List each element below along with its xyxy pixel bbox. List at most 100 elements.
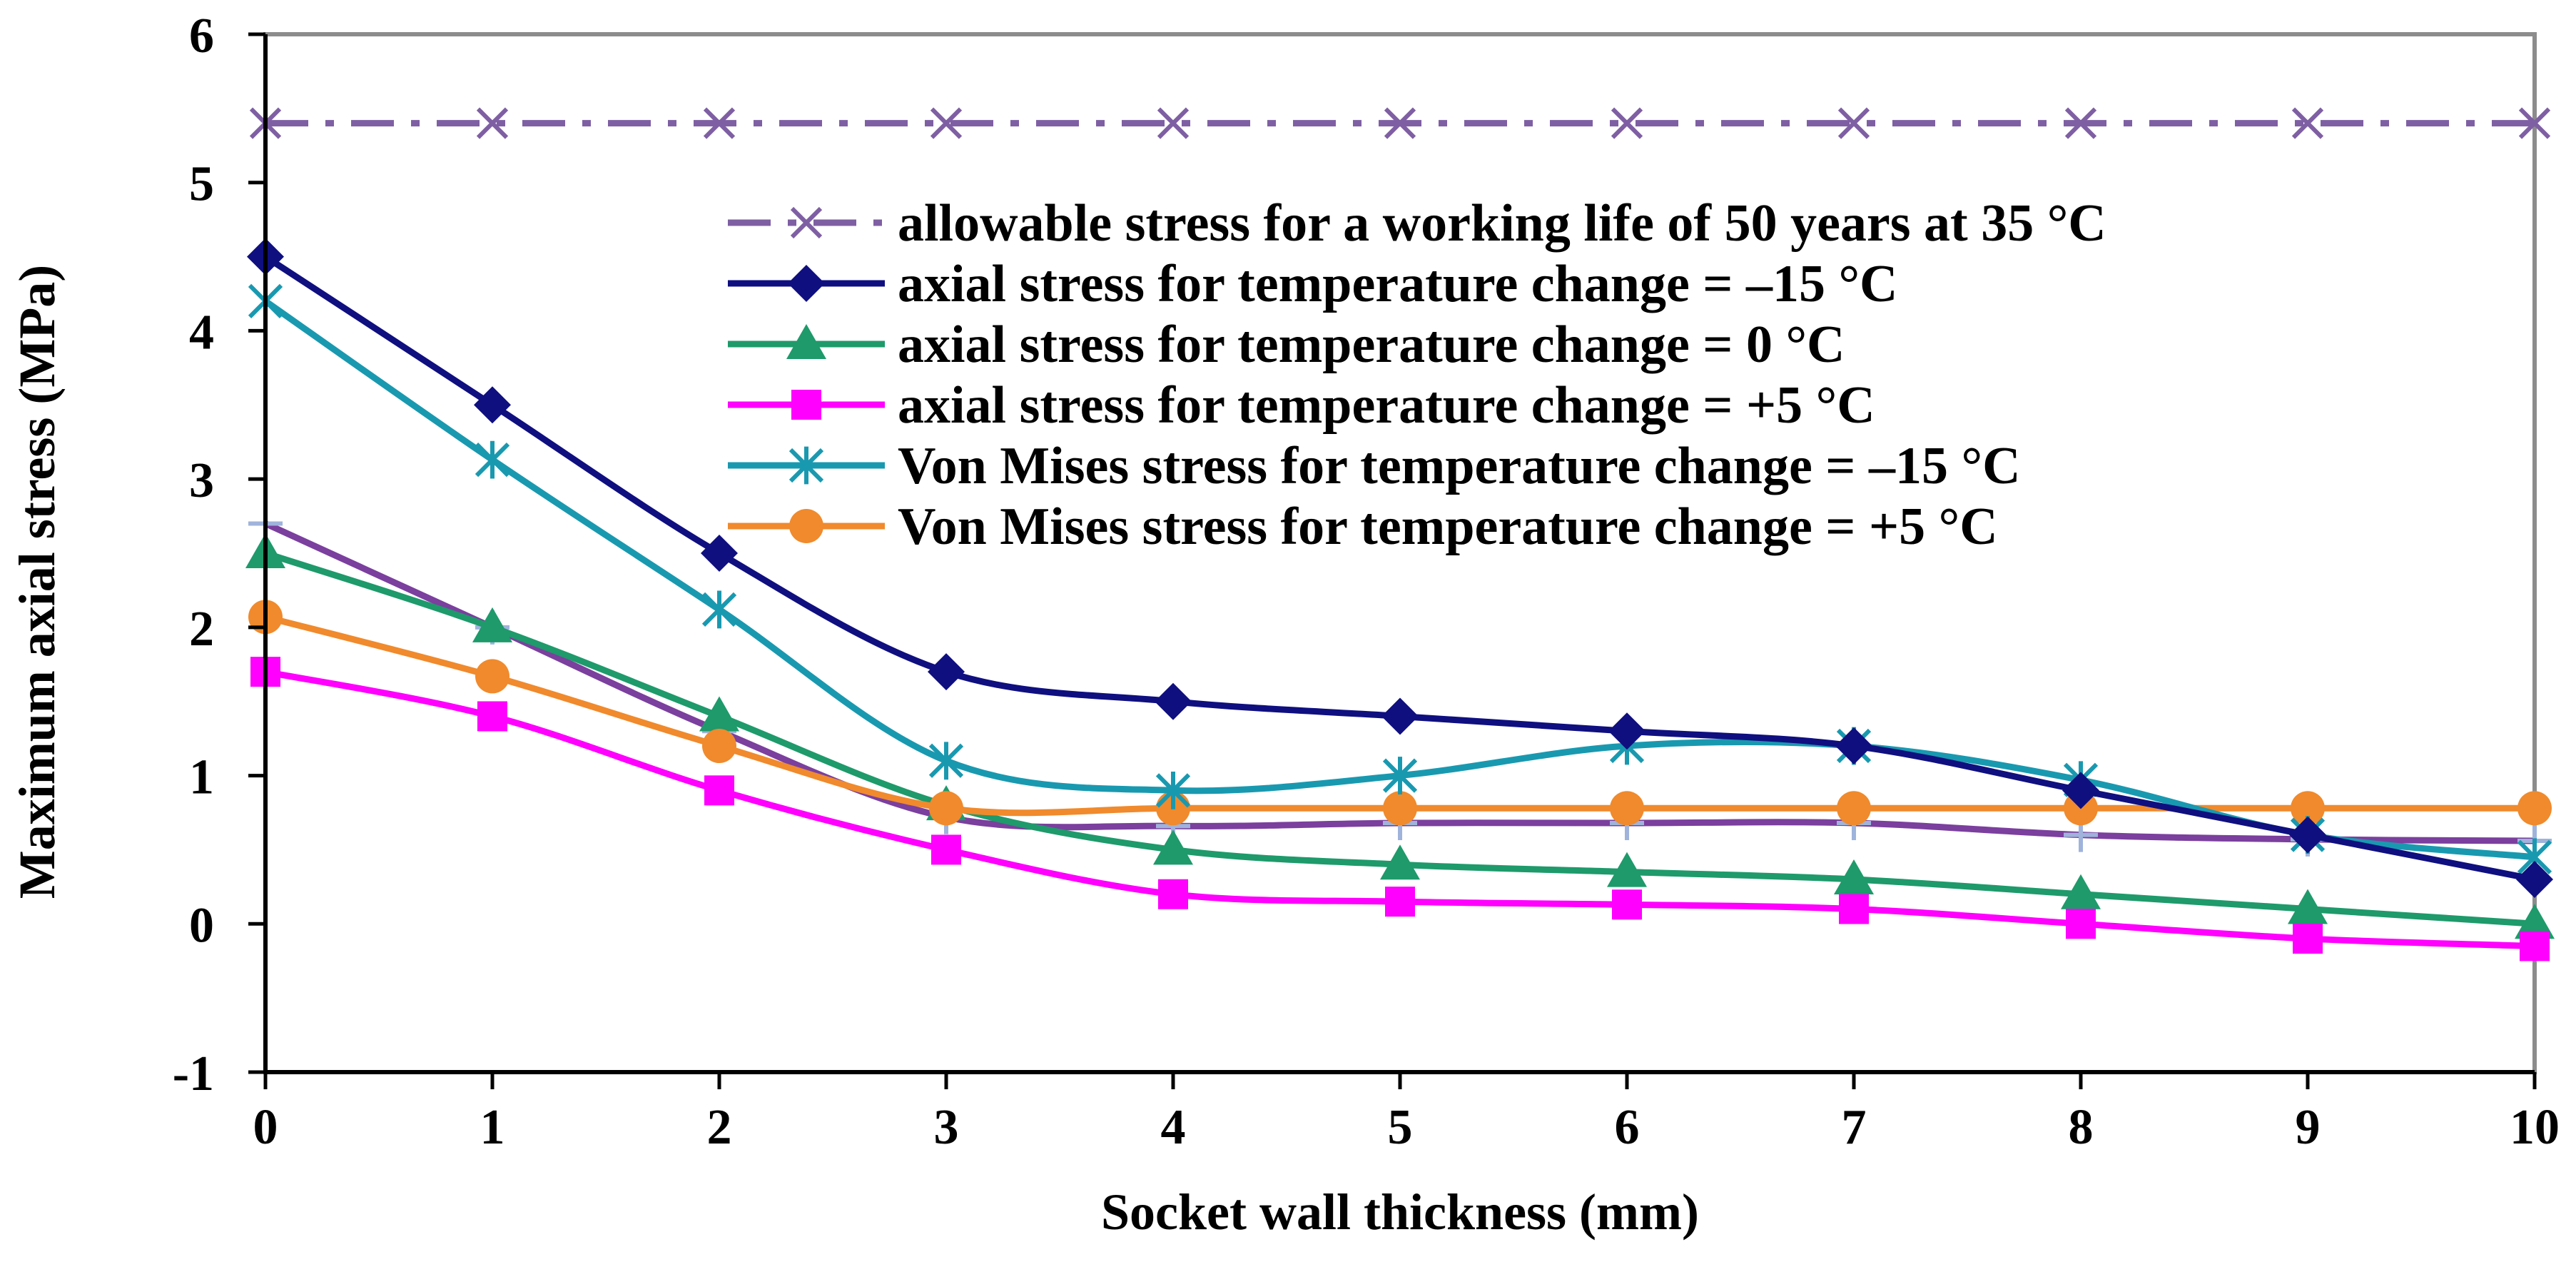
y-tick-label: 5 <box>189 157 214 212</box>
x-tick-label: 2 <box>707 1100 732 1155</box>
data-point <box>1837 107 1870 139</box>
legend-item: axial stress for temperature change = +5… <box>728 376 1875 435</box>
data-point <box>1385 887 1415 917</box>
legend-item: axial stress for temperature change = –1… <box>728 255 1897 313</box>
data-point <box>2516 860 2553 898</box>
data-point <box>2289 816 2326 854</box>
series-line <box>262 550 2538 927</box>
legend-swatch-marker <box>789 509 823 543</box>
data-point <box>1382 757 1418 794</box>
legend-item: allowable stress for a working life of 5… <box>728 194 2106 253</box>
data-point <box>1608 712 1646 750</box>
data-point <box>928 653 965 691</box>
legend-swatch-marker <box>788 265 825 302</box>
data-point <box>1381 697 1419 735</box>
legend-swatch-marker <box>791 390 821 420</box>
series-2 <box>245 533 2555 939</box>
data-point <box>475 659 509 694</box>
x-tick-label: 7 <box>1842 1100 1867 1155</box>
data-point <box>2293 924 2323 954</box>
data-point <box>928 742 964 780</box>
data-point <box>703 107 736 139</box>
data-point <box>1612 889 1642 920</box>
data-point <box>2518 107 2551 139</box>
data-point <box>1383 791 1417 826</box>
x-tick-label: 9 <box>2296 1100 2321 1155</box>
legend-item: axial stress for temperature change = 0 … <box>728 316 1845 374</box>
data-point <box>1611 107 1643 139</box>
legend-label: axial stress for temperature change = –1… <box>898 255 1897 313</box>
data-point <box>1607 852 1647 887</box>
legend-swatch-marker <box>788 446 824 485</box>
data-point <box>929 791 963 826</box>
legend-swatch-marker <box>786 324 826 359</box>
data-point <box>1834 859 1874 894</box>
x-axis-title: Socket wall thickness (mm) <box>1101 1183 1699 1241</box>
x-tick-label: 0 <box>253 1100 278 1155</box>
data-point <box>930 107 963 139</box>
legend-label: allowable stress for a working life of 5… <box>898 194 2106 253</box>
legend-label: Von Mises stress for temperature change … <box>898 437 2021 495</box>
y-tick-label: 3 <box>189 453 214 508</box>
data-point <box>2520 931 2550 961</box>
data-point <box>2064 107 2097 139</box>
y-tick-label: 0 <box>189 898 214 953</box>
legend-label: Von Mises stress for temperature change … <box>898 498 1998 556</box>
x-tick-label: 8 <box>2069 1100 2094 1155</box>
data-point <box>704 775 734 806</box>
data-point <box>1837 791 1871 826</box>
data-point <box>2061 874 2101 909</box>
data-point <box>476 107 509 139</box>
y-tick-label: 1 <box>189 750 214 805</box>
data-point <box>475 440 510 479</box>
data-point <box>477 701 507 732</box>
data-point <box>701 535 738 572</box>
legend-swatch-marker <box>790 206 823 239</box>
data-point <box>931 834 961 865</box>
legend: allowable stress for a working life of 5… <box>728 194 2106 556</box>
data-point <box>2291 791 2325 826</box>
data-point <box>1158 879 1188 909</box>
x-tick-label: 4 <box>1161 1100 1186 1155</box>
legend-item: Von Mises stress for temperature change … <box>728 437 2021 495</box>
data-point <box>702 729 736 764</box>
legend-item: Von Mises stress for temperature change … <box>728 498 1998 556</box>
legend-label: axial stress for temperature change = 0 … <box>898 316 1845 374</box>
data-point <box>2288 889 2328 924</box>
legend-label: axial stress for temperature change = +5… <box>898 376 1875 435</box>
data-point <box>2517 791 2552 826</box>
data-point <box>1157 107 1190 139</box>
data-point <box>1839 894 1869 924</box>
y-tick-label: -1 <box>173 1046 214 1101</box>
data-point <box>1610 791 1644 826</box>
x-tick-label: 10 <box>2510 1100 2560 1155</box>
data-point <box>472 607 512 642</box>
x-tick-label: 5 <box>1388 1100 1413 1155</box>
y-tick-label: 4 <box>189 305 214 360</box>
data-point <box>1155 771 1191 809</box>
data-point <box>2291 107 2324 139</box>
series-3 <box>250 657 2550 961</box>
x-tick-label: 6 <box>1615 1100 1640 1155</box>
data-point <box>1153 829 1193 865</box>
data-point <box>699 696 739 732</box>
data-point <box>1384 107 1416 139</box>
x-tick-label: 3 <box>934 1100 959 1155</box>
data-point <box>1155 682 1192 720</box>
y-tick-label: 2 <box>189 602 214 657</box>
x-tick-label: 1 <box>480 1100 505 1155</box>
data-point <box>2066 909 2096 939</box>
data-point <box>1380 844 1420 880</box>
data-point <box>2062 772 2099 809</box>
series-1 <box>247 238 2553 898</box>
data-point <box>1835 727 1872 765</box>
data-point <box>474 386 511 424</box>
y-tick-label: 6 <box>189 9 214 64</box>
data-point <box>2515 904 2555 939</box>
data-point <box>701 590 737 629</box>
series-line <box>262 298 2538 861</box>
y-axis-title: Maximum axial stress (MPa) <box>9 265 66 899</box>
